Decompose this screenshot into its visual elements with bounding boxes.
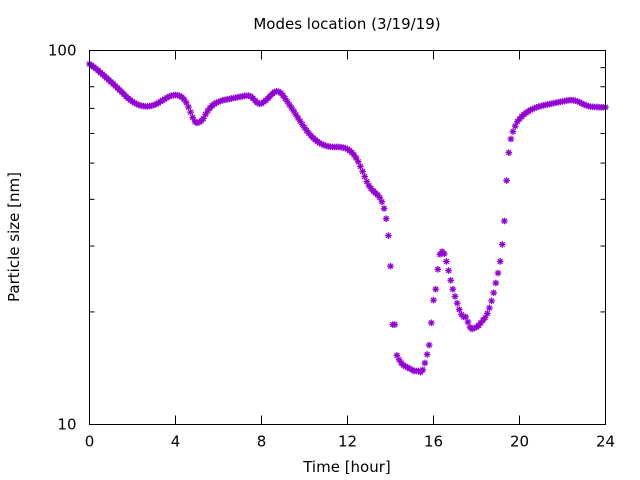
data-point <box>445 267 452 274</box>
y-tick-label: 10 <box>57 416 76 434</box>
data-point <box>427 319 435 327</box>
data-point <box>483 310 491 317</box>
data-point <box>357 163 364 170</box>
data-point <box>432 285 440 293</box>
data-point <box>361 173 369 180</box>
data-point <box>449 285 457 293</box>
data-point <box>187 108 194 116</box>
x-tick-label: 16 <box>424 433 443 451</box>
data-point <box>296 117 304 125</box>
data-point <box>501 217 508 225</box>
data-point <box>464 318 472 326</box>
data-point <box>391 321 399 328</box>
data-point <box>434 265 442 273</box>
data-point <box>359 168 366 175</box>
data-point <box>352 154 360 162</box>
x-tick-label: 8 <box>257 433 267 451</box>
y-axis-label: Particle size [nm] <box>5 172 23 302</box>
data-point <box>490 289 498 297</box>
x-tick-label: 12 <box>338 433 357 451</box>
data-point <box>395 356 403 364</box>
data-point <box>496 258 504 265</box>
x-tick-label: 24 <box>596 433 615 451</box>
data-point <box>447 276 455 284</box>
data-point <box>380 205 388 212</box>
data-point <box>382 215 390 222</box>
data-point <box>423 351 431 358</box>
data-point <box>443 258 450 265</box>
data-point <box>430 296 437 304</box>
data-points <box>86 60 609 376</box>
data-point <box>425 341 433 349</box>
data-point <box>488 297 495 305</box>
data-point <box>505 149 513 156</box>
data-point <box>440 250 448 258</box>
y-tick-label: 100 <box>48 42 77 60</box>
x-tick-label: 4 <box>171 433 181 451</box>
x-tick-label: 20 <box>510 433 529 451</box>
data-point <box>462 313 470 321</box>
data-point <box>185 103 192 111</box>
x-axis-label: Time [hour] <box>302 458 391 476</box>
data-point <box>492 279 500 287</box>
data-point <box>421 359 429 367</box>
data-point <box>503 177 510 184</box>
data-point <box>453 299 461 307</box>
data-point <box>299 121 306 128</box>
data-point <box>451 293 459 300</box>
data-point <box>419 366 427 374</box>
data-point <box>387 262 394 270</box>
data-point <box>455 306 463 313</box>
data-point <box>507 135 515 143</box>
data-point <box>486 304 493 312</box>
data-point <box>385 232 392 239</box>
plot-frame <box>89 50 606 425</box>
data-point <box>498 241 506 248</box>
data-point <box>494 269 502 277</box>
x-tick-label: 0 <box>85 433 95 451</box>
data-point <box>378 198 386 206</box>
data-point <box>509 128 517 135</box>
chart-title: Modes location (3/19/19) <box>253 15 440 33</box>
